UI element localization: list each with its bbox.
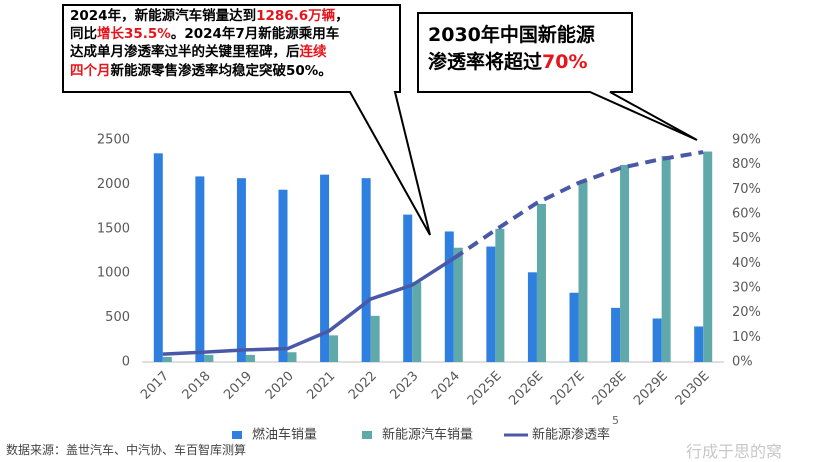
x-tick-label: 2028E	[590, 369, 630, 409]
x-tick-label: 2024	[429, 369, 463, 403]
bar	[611, 307, 621, 362]
legend-label: 新能源渗透率	[532, 427, 610, 443]
bar	[652, 318, 662, 362]
y-tick-label: 2500	[97, 133, 130, 148]
line	[162, 256, 455, 356]
bar	[569, 292, 579, 362]
bar	[620, 164, 630, 362]
bar	[236, 178, 246, 362]
callout-box	[417, 12, 698, 141]
bar	[370, 315, 380, 362]
annotation: 2030年中国新能源 渗透率将超过70%	[428, 22, 628, 75]
y2-tick-label: 50%	[732, 231, 761, 246]
watermark: 行成于思的窝	[686, 442, 783, 461]
x-tick-label: 2029E	[631, 369, 671, 409]
bar	[661, 155, 671, 362]
bar	[320, 174, 330, 362]
bar	[412, 282, 422, 362]
page-number: 5	[612, 414, 619, 427]
annotation-text: 达成单月渗透率过半的关键里程碑，后	[70, 44, 300, 61]
bar	[486, 246, 496, 362]
bar	[578, 181, 588, 362]
y2-tick-label: 0%	[732, 355, 753, 370]
y2-tick-label: 40%	[732, 256, 761, 271]
bar	[204, 354, 214, 362]
annotation-line: 达成单月渗透率过半的关键里程碑，后连续	[70, 43, 400, 61]
bar	[278, 189, 288, 362]
bar	[195, 176, 205, 362]
line	[452, 150, 704, 261]
annotation-line: 渗透率将超过70%	[428, 49, 628, 76]
annotation: 2024年，新能源汽车销量达到1286.6万辆， 同比增长35.5%。2024年7…	[70, 7, 400, 80]
x-tick-label: 2017	[138, 369, 172, 403]
bar	[495, 228, 505, 362]
annotation-text: 同比	[70, 26, 97, 43]
bar	[453, 247, 463, 362]
annotation-text: 2024年，新能源汽车销量达到	[70, 8, 257, 24]
bar	[703, 151, 713, 362]
x-tick-label: 2020	[263, 369, 297, 403]
x-tick-label: 2019	[221, 369, 255, 403]
bar	[153, 153, 163, 362]
annotation-text: 。2024年7月新能源乘用车	[170, 26, 340, 43]
bar	[287, 352, 297, 362]
bar	[245, 354, 255, 362]
y2-tick-label: 20%	[732, 305, 761, 320]
bar	[329, 335, 339, 362]
y2-tick-label: 70%	[732, 182, 761, 197]
annotation-line: 2030年中国新能源	[428, 22, 628, 49]
y2-tick-label: 80%	[732, 157, 761, 172]
x-tick-label: 2027E	[548, 369, 588, 409]
x-tick-label: 2021	[304, 369, 338, 403]
x-tick-label: 2025E	[465, 369, 505, 409]
highlight-text: 四个月	[70, 62, 111, 79]
annotation-line: 2024年，新能源汽车销量达到1286.6万辆，	[70, 7, 400, 25]
bar	[444, 231, 454, 362]
highlight-text: 增长35.5%	[97, 26, 171, 43]
bar	[694, 326, 704, 362]
x-tick-label: 2023	[388, 369, 422, 403]
y2-tick-label: 90%	[732, 133, 761, 148]
y-tick-label: 500	[105, 310, 130, 325]
legend-swatch	[232, 431, 242, 439]
x-tick-label: 2026E	[506, 369, 546, 409]
highlight-text: 1286.6万辆	[256, 8, 336, 24]
source: 数据来源：盖世汽车、中汽协、车百智库测算	[6, 443, 247, 457]
x-tick-label: 2022	[346, 369, 380, 403]
y2-tick-label: 60%	[732, 207, 761, 222]
callout-box	[62, 4, 431, 236]
bar	[536, 203, 546, 362]
bar	[162, 356, 172, 362]
y-tick-label: 1500	[97, 221, 130, 236]
legend-label: 新能源汽车销量	[382, 427, 473, 443]
y-tick-label: 2000	[97, 177, 130, 192]
bar	[527, 272, 537, 362]
annotation-text: 渗透率将超过	[428, 50, 543, 73]
annotation-line: 四个月新能源零售渗透率均稳定突破50%。	[70, 62, 400, 80]
highlight-text: 连续	[299, 44, 327, 61]
annotation-text: 新能源零售渗透率均稳定突破50%。	[110, 62, 332, 79]
y2-tick-label: 30%	[732, 281, 761, 296]
annotation-line: 同比增长35.5%。2024年7月新能源乘用车	[70, 25, 400, 43]
x-tick-label: 2018	[180, 369, 214, 403]
legend-swatch	[362, 431, 372, 439]
legend-label: 燃油车销量	[252, 427, 317, 443]
x-tick-label: 2030E	[673, 369, 713, 409]
bar	[361, 178, 371, 362]
highlight-text: 70%	[542, 50, 588, 73]
y2-tick-label: 10%	[732, 330, 761, 345]
y-tick-label: 1000	[97, 266, 130, 281]
y-tick-label: 0	[122, 355, 130, 370]
annotation-text: 2030年中国新能源	[428, 24, 595, 46]
annotation-text: ，	[335, 8, 349, 24]
